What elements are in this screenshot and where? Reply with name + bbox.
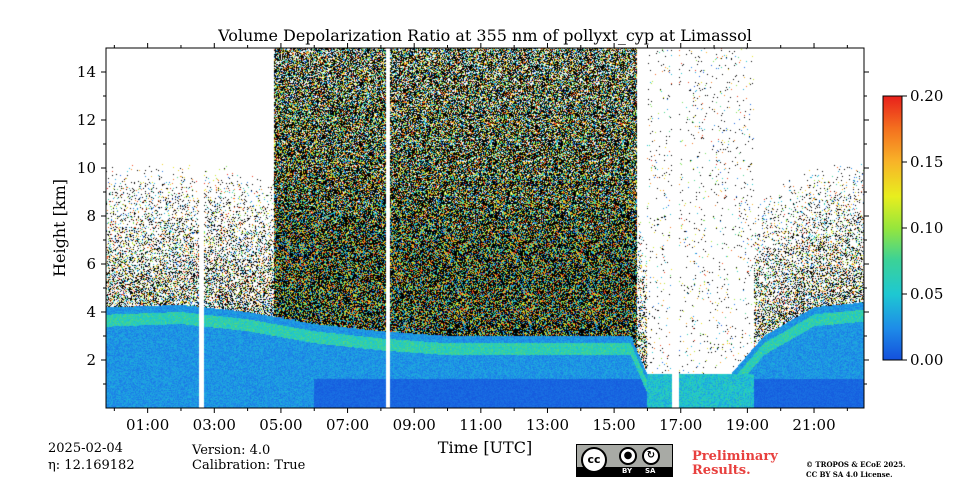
cc-badge-bar <box>577 467 672 476</box>
x-tick-label: 13:00 <box>526 416 569 434</box>
y-tick-label: 10 <box>77 159 96 177</box>
plot-frame <box>105 47 865 409</box>
footer-date: 2025-02-04 <box>48 441 123 456</box>
colorbar-tick-label: 0.15 <box>910 153 943 171</box>
x-tick-label: 19:00 <box>726 416 769 434</box>
cc-by-sa-icon: cc ● ↻ BY SA <box>576 444 673 477</box>
x-tick-label: 07:00 <box>326 416 369 434</box>
y-tick-label: 2 <box>86 351 96 369</box>
x-axis-label: Time [UTC] <box>438 438 532 457</box>
x-tick-label: 05:00 <box>259 416 302 434</box>
heatmap-canvas-wrap <box>106 48 864 408</box>
sa-share-icon: ↻ <box>642 447 660 465</box>
y-tick-label: 6 <box>86 255 96 273</box>
colorbar-tick-label: 0.10 <box>910 219 943 237</box>
x-tick-label: 03:00 <box>193 416 236 434</box>
y-tick-label: 14 <box>77 63 96 81</box>
footer-eta: η: 12.169182 <box>48 458 135 473</box>
x-tick-label: 15:00 <box>592 416 635 434</box>
footer-calibration: Calibration: True <box>192 458 306 473</box>
colorbar-ticks: 0.00 0.05 0.10 0.15 0.20 <box>902 87 943 369</box>
colorbar-tick-label: 0.05 <box>910 285 943 303</box>
cc-by-label: BY <box>622 467 633 475</box>
x-tick-label: 09:00 <box>393 416 436 434</box>
y-axis-label: Height [km] <box>50 179 69 277</box>
colorbar-tick-label: 0.20 <box>910 87 943 105</box>
colorbar <box>882 95 903 361</box>
preliminary-label-line1: Preliminary <box>692 449 778 464</box>
x-axis: 01:00 03:00 05:00 07:00 09:00 11:00 13:00 15:00… <box>113 43 848 434</box>
chart-title: Volume Depolarization Ratio at 355 nm of… <box>217 26 752 45</box>
y-axis: 2 4 6 8 10 12 14 <box>77 63 869 385</box>
cc-sa-label: SA <box>645 467 656 475</box>
heatmap-canvas <box>106 48 864 408</box>
heatmap <box>106 48 864 408</box>
preliminary-label-line2: Results. <box>692 463 751 478</box>
y-tick-label: 12 <box>77 111 96 129</box>
footer-version: Version: 4.0 <box>192 443 271 458</box>
copyright-line1: © TROPOS & ECoE 2025. <box>806 460 906 469</box>
x-tick-label: 01:00 <box>126 416 169 434</box>
x-tick-label: 21:00 <box>792 416 835 434</box>
cc-icon: cc <box>581 447 607 473</box>
y-tick-label: 4 <box>86 303 96 321</box>
copyright-line2: CC BY SA 4.0 License. <box>806 470 893 479</box>
x-tick-label: 11:00 <box>459 416 502 434</box>
y-tick-label: 8 <box>86 207 96 225</box>
x-tick-label: 17:00 <box>659 416 702 434</box>
colorbar-tick-label: 0.00 <box>910 351 943 369</box>
by-person-icon: ● <box>619 447 637 465</box>
